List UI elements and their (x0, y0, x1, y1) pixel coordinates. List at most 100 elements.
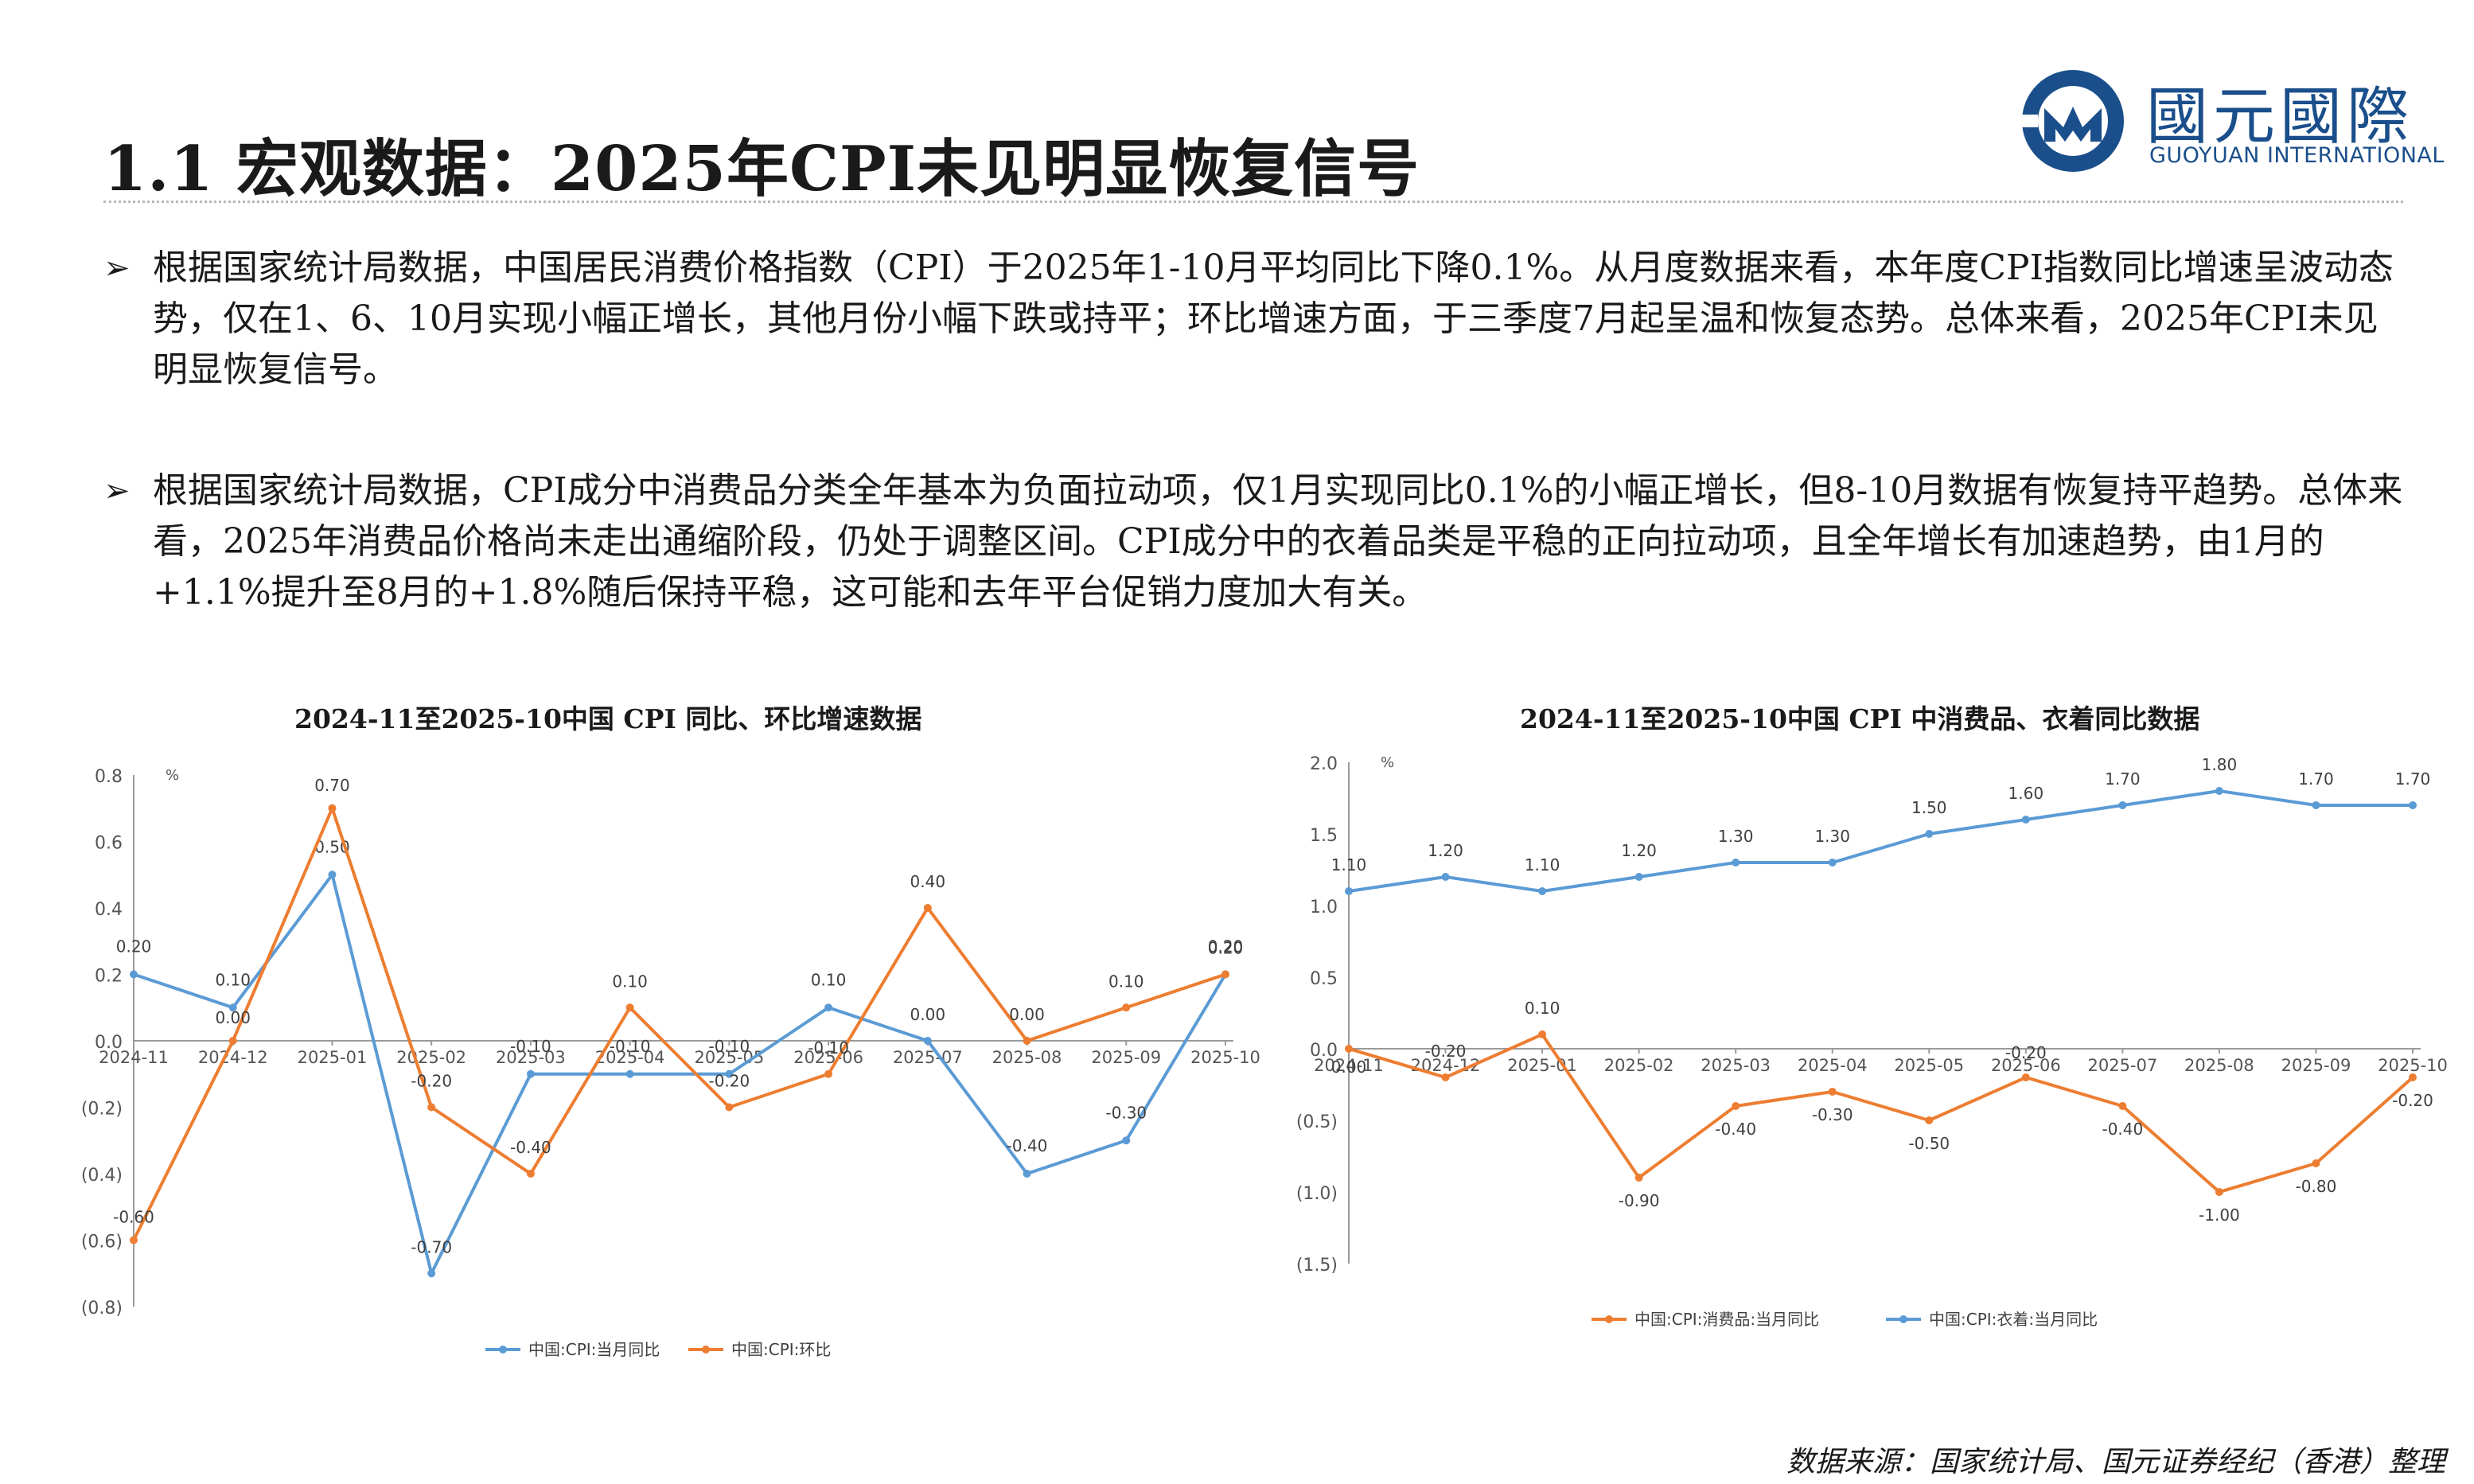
page-title: 1.1 宏观数据：2025年CPI未见明显恢复信号 (103, 133, 1420, 205)
data-point (130, 970, 138, 979)
y-tick-label: 2.0 (1310, 754, 1338, 774)
data-label: -0.10 (708, 1037, 750, 1056)
data-label: 0.10 (1108, 972, 1144, 991)
x-tick-label: 2025-02 (396, 1048, 466, 1067)
data-point (2118, 1102, 2127, 1110)
data-label: 1.60 (2008, 784, 2044, 803)
data-label: -0.30 (1812, 1105, 1853, 1124)
y-tick-label: 0.8 (95, 767, 123, 787)
data-point (130, 1236, 138, 1244)
data-point (1023, 1037, 1031, 1045)
x-tick-label: 2025-07 (893, 1048, 963, 1067)
data-point (328, 871, 337, 879)
x-tick-label: 2025-08 (2184, 1056, 2254, 1075)
data-point (625, 1069, 634, 1078)
legend-marker (499, 1346, 507, 1354)
legend-marker (1605, 1315, 1613, 1323)
y-tick-label: 0.5 (1310, 969, 1338, 989)
data-point (725, 1103, 734, 1112)
data-label: 1.30 (1814, 827, 1850, 846)
data-label: -0.20 (1425, 1042, 1467, 1061)
data-point (1538, 1030, 1547, 1038)
data-point (526, 1069, 535, 1078)
x-tick-label: 2025-09 (1091, 1048, 1161, 1067)
data-label: 1.70 (2395, 769, 2431, 789)
data-point (1122, 1136, 1131, 1145)
data-point (824, 1003, 833, 1012)
legend-label: 中国:CPI:当月同比 (528, 1340, 660, 1359)
data-point (1441, 873, 1450, 881)
y-unit-label: % (166, 767, 179, 784)
logo-emblem-icon (2017, 70, 2124, 172)
y-tick-label: 1.5 (1310, 826, 1338, 846)
data-label: -0.40 (2102, 1120, 2143, 1139)
data-label: 1.80 (2202, 755, 2238, 774)
data-point (2021, 816, 2030, 824)
data-point (2021, 1073, 2030, 1081)
bullet-text: 根据国家统计局数据，CPI成分中消费品分类全年基本为负面拉动项，仅1月实现同比0… (153, 470, 2403, 613)
data-label: 1.50 (1911, 798, 1947, 817)
data-label: 0.10 (612, 972, 648, 991)
y-unit-label: % (1381, 754, 1394, 771)
x-tick-label: 2025-04 (595, 1048, 665, 1067)
x-tick-label: 2025-10 (1190, 1048, 1260, 1067)
data-source-note: 数据来源：国家统计局、国元证券经纪（香港）整理 (1786, 1446, 2445, 1478)
series-line-2 (1348, 789, 2413, 894)
data-label: 0.00 (215, 1008, 251, 1027)
y-tick-label: (0.2) (81, 1100, 123, 1120)
data-label: 0.10 (215, 970, 251, 989)
data-point (2215, 787, 2223, 795)
chart-consumer-goods-clothing: 2.0 1.5 1.0 0.5 0.0 (0.5) (1.0) (1.5)% 2024-11 20… (1296, 754, 2448, 1329)
chart-2-title: 2024-11至2025-10中国 CPI 中消费品、衣着同比数据 (1520, 703, 2200, 734)
data-point (625, 1003, 634, 1012)
data-label: -0.90 (1619, 1191, 1660, 1210)
data-label: -0.60 (113, 1208, 154, 1227)
data-point (923, 1037, 932, 1045)
data-label: -0.80 (2296, 1177, 2337, 1196)
data-label: 0.40 (910, 872, 946, 891)
x-tick-label: 2025-09 (2281, 1056, 2351, 1075)
series-line-1 (133, 871, 1227, 1279)
y-tick-label: 0.6 (95, 834, 123, 854)
data-label: 0.20 (116, 937, 152, 956)
data-label: -0.20 (411, 1072, 452, 1091)
data-label: 0.20 (1208, 937, 1244, 956)
x-tick-label: 2025-02 (1604, 1056, 1674, 1075)
bullet-arrow-icon: ➢ (103, 473, 131, 509)
y-tick-label: (0.4) (81, 1166, 123, 1186)
data-label: 0.10 (1525, 999, 1560, 1018)
data-point (1023, 1170, 1031, 1178)
y-tick-label: (1.5) (1296, 1256, 1338, 1276)
data-point (1221, 970, 1229, 979)
y-tick-label: (0.5) (1296, 1112, 1338, 1132)
bullet-arrow-icon: ➢ (103, 250, 131, 286)
data-point (1634, 1174, 1643, 1182)
company-logo: 國元國際 GUOYUAN INTERNATIONAL (2017, 65, 2463, 177)
data-label: 0.00 (1009, 1005, 1045, 1024)
legend-label: 中国:CPI:消费品:当月同比 (1634, 1310, 1819, 1329)
data-label: -0.20 (708, 1072, 750, 1091)
data-label: -0.10 (808, 1038, 849, 1057)
data-point (1122, 1003, 1131, 1012)
data-label: -0.20 (2392, 1091, 2433, 1110)
data-label: 1.70 (2105, 769, 2141, 789)
series-line-1 (1348, 1032, 2414, 1194)
x-tick-label: 2024-11 (99, 1048, 169, 1067)
data-label: -0.50 (1908, 1134, 1950, 1153)
y-tick-label: 0.2 (95, 967, 123, 987)
data-point (725, 1069, 734, 1078)
y-tick-label: 0.0 (95, 1033, 123, 1053)
data-point (2409, 801, 2417, 809)
data-label: -0.20 (2005, 1043, 2047, 1062)
y-tick-label: (0.6) (81, 1233, 123, 1252)
x-tick-label: 2025-04 (1798, 1056, 1868, 1075)
data-point (1634, 873, 1643, 881)
data-point (228, 1037, 237, 1045)
data-point (1828, 859, 1837, 867)
data-label: 1.30 (1718, 827, 1754, 846)
data-label: 0.00 (910, 1005, 946, 1024)
data-label: 1.70 (2298, 769, 2334, 789)
data-label: -0.70 (411, 1237, 452, 1256)
data-label: -0.40 (1715, 1120, 1756, 1139)
data-point (1441, 1073, 1450, 1081)
